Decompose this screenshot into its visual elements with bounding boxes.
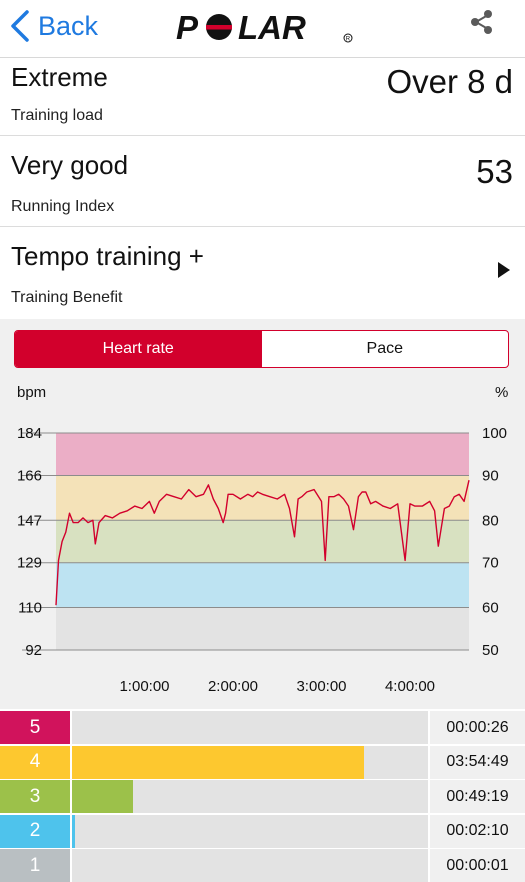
zone-bar-track xyxy=(72,814,428,848)
play-arrow-icon xyxy=(498,262,510,278)
zone-band-1 xyxy=(56,607,469,650)
zone-bar-fill xyxy=(72,814,75,848)
training-load-row: Extreme Training load Over 8 d xyxy=(0,58,525,136)
zone-number: 3 xyxy=(0,780,70,813)
svg-text:LAR: LAR xyxy=(238,9,306,46)
heart-rate-chart: bpm % 184 166 147 129 110 92 100 90 80 70 60 50 1:00:0… xyxy=(17,384,508,695)
svg-text:R: R xyxy=(346,36,351,42)
running-index-level: Very good xyxy=(11,150,129,180)
y-tick-right: 80 xyxy=(482,512,499,529)
tab-heart-rate[interactable]: Heart rate xyxy=(15,331,262,367)
y-tick-left: 166 xyxy=(17,467,42,484)
zone-bar-fill xyxy=(72,745,364,779)
svg-text:P: P xyxy=(176,9,199,46)
y-tick-left: 184 xyxy=(17,425,42,442)
zone-row-5: 5 00:00:26 xyxy=(0,711,525,744)
zone-row-2: 2 00:02:10 xyxy=(0,814,525,848)
y-tick-left: 92 xyxy=(25,642,42,659)
y-tick-left: 129 xyxy=(17,555,42,572)
training-benefit-value: Tempo training + xyxy=(11,241,204,271)
zone-row-1: 1 00:00:01 xyxy=(0,849,525,882)
metric-toggle: Heart rate Pace xyxy=(14,330,509,368)
x-tick-label: 2:00:00 xyxy=(208,678,258,695)
y-tick-right: 90 xyxy=(482,467,499,484)
zone-bar-track xyxy=(72,849,428,882)
back-button[interactable]: Back xyxy=(10,8,98,44)
zone-number: 4 xyxy=(0,745,70,779)
y-tick-left: 147 xyxy=(17,512,42,529)
zone-time: 00:49:19 xyxy=(430,780,525,813)
y-tick-right: 60 xyxy=(482,600,499,617)
zone-bar-track xyxy=(72,711,428,744)
back-label: Back xyxy=(38,10,99,41)
zone-row-3: 3 00:49:19 xyxy=(0,780,525,813)
chevron-left-icon xyxy=(11,10,29,42)
training-benefit-row[interactable]: Tempo training + Training Benefit xyxy=(0,227,525,319)
top-bar: Back P LAR R xyxy=(0,0,525,58)
zone-number: 1 xyxy=(0,849,70,882)
zone-bar-fill xyxy=(72,780,134,813)
zone-bar-track xyxy=(72,780,428,813)
zone-time: 03:54:49 xyxy=(430,745,525,779)
running-index-row: Very good Running Index 53 xyxy=(0,136,525,227)
y-tick-right: 70 xyxy=(482,555,499,572)
x-tick-label: 4:00:00 xyxy=(385,678,435,695)
zone-band-2 xyxy=(56,562,469,608)
y-tick-right: 50 xyxy=(482,642,499,659)
training-load-label: Training load xyxy=(11,107,103,124)
share-icon[interactable] xyxy=(468,8,496,36)
tab-pace[interactable]: Pace xyxy=(366,340,403,357)
zone-time: 00:00:26 xyxy=(430,711,525,744)
y-tick-right: 100 xyxy=(482,425,507,442)
y-tick-left: 110 xyxy=(18,600,42,617)
zone-time: 00:00:01 xyxy=(430,849,525,882)
heart-rate-line xyxy=(55,480,470,606)
y-axis-unit-right: % xyxy=(495,384,508,401)
running-index-value: 53 xyxy=(476,153,513,190)
training-load-level: Extreme xyxy=(11,62,108,92)
zone-band-4 xyxy=(56,475,469,521)
zone-band-5 xyxy=(56,433,469,476)
running-index-label: Running Index xyxy=(11,198,115,215)
x-tick-label: 3:00:00 xyxy=(296,678,346,695)
zone-row-4: 4 03:54:49 xyxy=(0,745,525,779)
zone-bar-track xyxy=(72,745,428,779)
zone-time: 00:02:10 xyxy=(430,814,525,848)
zone-number: 2 xyxy=(0,814,70,848)
training-benefit-label: Training Benefit xyxy=(11,289,123,306)
polar-logo: P LAR R xyxy=(176,9,353,46)
zone-number: 5 xyxy=(0,711,70,744)
x-tick-label: 1:00:00 xyxy=(119,678,169,695)
chart-panel: Heart rate Pace bpm% 184 166 147 129 110 92 100… xyxy=(0,319,525,709)
training-load-value: Over 8 d xyxy=(386,63,513,100)
y-axis-unit-left: bpm xyxy=(17,384,46,401)
